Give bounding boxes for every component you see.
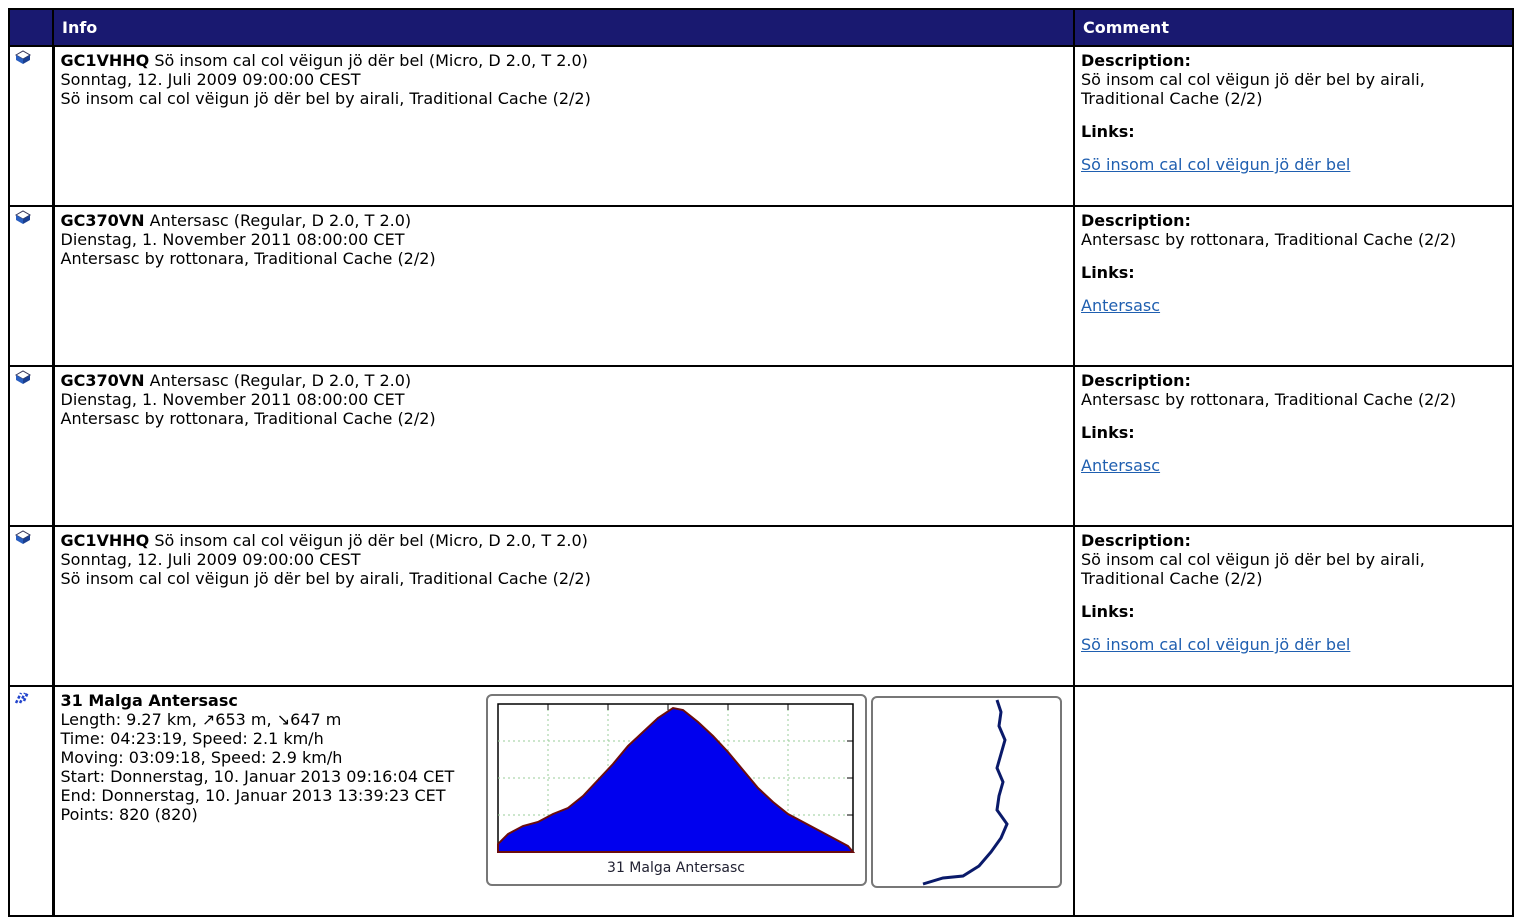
description-label: Description:	[1081, 51, 1191, 70]
cache-date: Dienstag, 1. November 2011 08:00:00 CET	[60, 390, 405, 409]
description-block: Description: Antersasc by rottonara, Trad…	[1081, 371, 1506, 409]
links-label-block: Links:	[1081, 263, 1506, 282]
cache-summary: Antersasc (Regular, D 2.0, T 2.0)	[149, 371, 412, 390]
cache-line: Sö insom cal col vëigun jö dër bel by ai…	[60, 569, 591, 588]
cache-comment: Description: Sö insom cal col vëigun jö d…	[1073, 45, 1514, 207]
cache-row: GC370VN Antersasc (Regular, D 2.0, T 2.0…	[8, 205, 1514, 367]
track-row: 31 Malga Antersasc Length: 9.27 km, ↗653 …	[8, 685, 1514, 917]
cache-comment: Description: Antersasc by rottonara, Trad…	[1073, 365, 1514, 527]
header-comment: Comment	[1073, 8, 1514, 47]
links-label-block: Links:	[1081, 423, 1506, 442]
cache-row: GC1VHHQ Sö insom cal col vëigun jö dër b…	[8, 525, 1514, 687]
cache-code: GC1VHHQ	[60, 51, 150, 70]
header-info: Info	[52, 8, 1075, 47]
track-stat: Time: 04:23:19, Speed: 2.1 km/h	[60, 729, 324, 748]
track-map-svg	[922, 699, 1009, 886]
track-name: 31 Malga Antersasc	[60, 691, 238, 710]
description-text: Sö insom cal col vëigun jö dër bel by ai…	[1081, 70, 1425, 108]
cache-info: GC1VHHQ Sö insom cal col vëigun jö dër b…	[52, 45, 1075, 207]
header-row: Info Comment	[8, 8, 1514, 47]
cache-link[interactable]: Antersasc	[1081, 296, 1161, 315]
description-label: Description:	[1081, 371, 1191, 390]
cache-icon-cell	[8, 205, 55, 367]
link-block: Antersasc	[1081, 296, 1506, 315]
cache-icon	[14, 210, 32, 224]
waypoint-table: Info Comment GC1VHHQ Sö insom cal col vë…	[8, 8, 1514, 917]
cache-line: Antersasc by rottonara, Traditional Cach…	[60, 409, 436, 428]
links-label-block: Links:	[1081, 122, 1506, 141]
cache-line: Sö insom cal col vëigun jö dër bel by ai…	[60, 89, 591, 108]
cache-info: GC1VHHQ Sö insom cal col vëigun jö dër b…	[52, 525, 1075, 687]
description-text: Antersasc by rottonara, Traditional Cach…	[1081, 390, 1457, 409]
cache-comment: Description: Antersasc by rottonara, Trad…	[1073, 205, 1514, 367]
cache-info: GC370VN Antersasc (Regular, D 2.0, T 2.0…	[52, 365, 1075, 527]
cache-code: GC370VN	[60, 371, 145, 390]
cache-title-line: GC370VN Antersasc (Regular, D 2.0, T 2.0…	[61, 371, 1068, 390]
cache-icon	[14, 50, 32, 64]
cache-icon	[14, 370, 32, 384]
track-info: 31 Malga Antersasc Length: 9.27 km, ↗653 …	[52, 685, 1075, 917]
link-block: Sö insom cal col vëigun jö dër bel	[1081, 155, 1506, 174]
cache-code: GC1VHHQ	[60, 531, 150, 550]
cache-title-line: GC370VN Antersasc (Regular, D 2.0, T 2.0…	[61, 211, 1068, 230]
cache-link[interactable]: Sö insom cal col vëigun jö dër bel	[1081, 155, 1351, 174]
links-label: Links:	[1081, 122, 1135, 141]
track-stat: Length: 9.27 km, ↗653 m, ↘647 m	[60, 710, 342, 729]
cache-icon-cell	[8, 365, 55, 527]
track-stat: Start: Donnerstag, 10. Januar 2013 09:16…	[60, 767, 455, 786]
cache-link[interactable]: Sö insom cal col vëigun jö dër bel	[1081, 635, 1351, 654]
cache-date: Sonntag, 12. Juli 2009 09:00:00 CEST	[60, 70, 361, 89]
cache-row: GC1VHHQ Sö insom cal col vëigun jö dër b…	[8, 45, 1514, 207]
links-label-block: Links:	[1081, 602, 1506, 621]
links-label: Links:	[1081, 263, 1135, 282]
chart-caption: 31 Malga Antersasc	[607, 860, 745, 876]
track-icon	[14, 691, 30, 704]
description-text: Antersasc by rottonara, Traditional Cach…	[1081, 230, 1457, 249]
cache-link[interactable]: Antersasc	[1081, 456, 1161, 475]
links-label: Links:	[1081, 423, 1135, 442]
cache-date: Sonntag, 12. Juli 2009 09:00:00 CEST	[60, 550, 361, 569]
description-text: Sö insom cal col vëigun jö dër bel by ai…	[1081, 550, 1425, 588]
cache-info: GC370VN Antersasc (Regular, D 2.0, T 2.0…	[52, 205, 1075, 367]
description-block: Description: Sö insom cal col vëigun jö d…	[1081, 531, 1506, 588]
cache-title-line: GC1VHHQ Sö insom cal col vëigun jö dër b…	[61, 531, 1068, 550]
track-stat: Points: 820 (820)	[60, 805, 198, 824]
cache-icon	[14, 530, 32, 544]
track-map	[870, 696, 1062, 888]
link-block: Antersasc	[1081, 456, 1506, 475]
cache-code: GC370VN	[60, 211, 145, 230]
track-comment	[1073, 685, 1514, 917]
description-block: Description: Sö insom cal col vëigun jö d…	[1081, 51, 1506, 108]
track-icon-cell	[8, 685, 55, 917]
cache-summary: Antersasc (Regular, D 2.0, T 2.0)	[149, 211, 412, 230]
cache-comment: Description: Sö insom cal col vëigun jö d…	[1073, 525, 1514, 687]
description-label: Description:	[1081, 211, 1191, 230]
description-block: Description: Antersasc by rottonara, Trad…	[1081, 211, 1506, 249]
cache-icon-cell	[8, 525, 55, 687]
track-stat: End: Donnerstag, 10. Januar 2013 13:39:2…	[60, 786, 446, 805]
cache-summary: Sö insom cal col vëigun jö dër bel (Micr…	[154, 531, 588, 550]
link-block: Sö insom cal col vëigun jö dër bel	[1081, 635, 1506, 654]
track-stat: Moving: 03:09:18, Speed: 2.9 km/h	[60, 748, 343, 767]
cache-row: GC370VN Antersasc (Regular, D 2.0, T 2.0…	[8, 365, 1514, 527]
description-label: Description:	[1081, 531, 1191, 550]
links-label: Links:	[1081, 602, 1135, 621]
header-icon	[8, 8, 54, 47]
elevation-chart: 31 Malga Antersasc	[485, 694, 867, 886]
cache-icon-cell	[8, 45, 55, 207]
elevation-svg: 31 Malga Antersasc	[496, 703, 855, 876]
cache-title-line: GC1VHHQ Sö insom cal col vëigun jö dër b…	[61, 51, 1068, 70]
table-body: GC1VHHQ Sö insom cal col vëigun jö dër b…	[8, 45, 1514, 917]
cache-line: Antersasc by rottonara, Traditional Cach…	[60, 249, 436, 268]
cache-date: Dienstag, 1. November 2011 08:00:00 CET	[60, 230, 405, 249]
cache-summary: Sö insom cal col vëigun jö dër bel (Micr…	[154, 51, 588, 70]
